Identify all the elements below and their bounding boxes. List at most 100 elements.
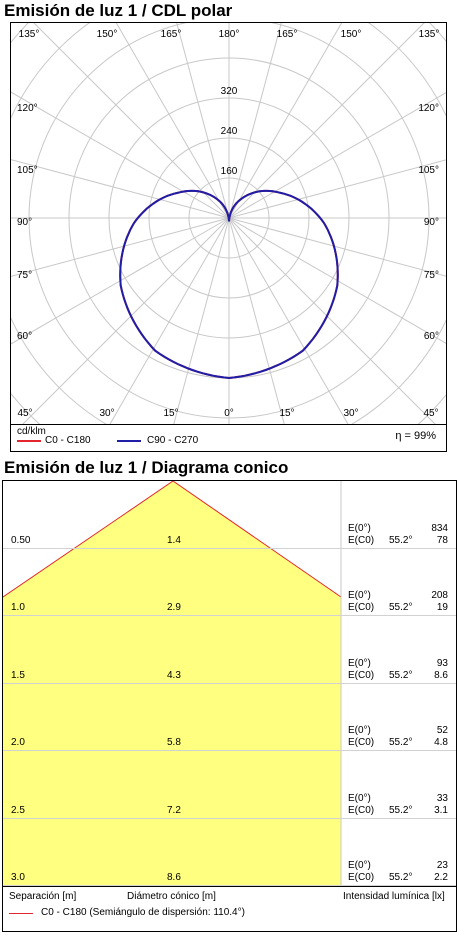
cone-ec0-label: E(C0) bbox=[348, 805, 375, 816]
polar-grid-spoke bbox=[11, 217, 230, 345]
cone-e0-value: 93 bbox=[436, 658, 448, 669]
polar-grid-spoke bbox=[228, 217, 446, 277]
cone-separation-value: 1.5 bbox=[11, 670, 25, 681]
legend-line-c0 bbox=[17, 440, 41, 442]
cone-angle-value: 55.2° bbox=[389, 872, 413, 883]
polar-angle-label: 165° bbox=[277, 29, 298, 40]
polar-unit-label: cd/klm bbox=[17, 426, 46, 437]
polar-radial-tick: 160 bbox=[221, 166, 238, 177]
polar-grid-spoke bbox=[228, 217, 285, 425]
polar-angle-label: 60° bbox=[17, 331, 32, 342]
polar-grid-spoke bbox=[228, 217, 446, 344]
polar-angle-label: 75° bbox=[424, 270, 439, 281]
polar-title: Emisión de luz 1 / CDL polar bbox=[4, 1, 233, 20]
polar-efficiency: η = 99% bbox=[395, 430, 436, 442]
polar-angle-label: 165° bbox=[161, 29, 182, 40]
polar-angle-label: 180° bbox=[219, 29, 240, 40]
polar-grid-spoke bbox=[21, 217, 230, 425]
polar-grid-spoke bbox=[33, 23, 230, 219]
cone-separation-value: 2.5 bbox=[11, 805, 25, 816]
cone-e0-label: E(0°) bbox=[348, 523, 371, 534]
polar-radial-tick: 240 bbox=[221, 126, 238, 137]
cone-ec0-label: E(C0) bbox=[348, 670, 375, 681]
polar-grid-spoke bbox=[228, 23, 343, 219]
polar-angle-label: 45° bbox=[17, 408, 32, 419]
polar-grid-spoke bbox=[228, 217, 350, 425]
col-intensity-label: Intensidad lumínica [lx] bbox=[343, 891, 445, 902]
polar-angle-label: 30° bbox=[343, 408, 358, 419]
polar-angle-label: 90° bbox=[424, 217, 439, 228]
polar-angle-label: 30° bbox=[99, 408, 114, 419]
cone-title: Emisión de luz 1 / Diagrama conico bbox=[4, 458, 289, 477]
polar-grid-spoke bbox=[176, 23, 230, 219]
cone-angle-value: 55.2° bbox=[389, 737, 413, 748]
legend-label-c0: C0 - C180 bbox=[45, 435, 91, 446]
polar-angle-label: 120° bbox=[418, 103, 439, 114]
cone-edge-left bbox=[3, 481, 174, 598]
cone-legend-line bbox=[9, 913, 33, 914]
polar-grid-spoke bbox=[108, 217, 230, 425]
cone-e0-value: 33 bbox=[436, 793, 448, 804]
cone-separation-value: 0.50 bbox=[11, 535, 31, 546]
cone-angle-value: 55.2° bbox=[389, 535, 413, 546]
polar-angle-label: 0° bbox=[224, 408, 234, 419]
col-diameter-label: Diámetro cónico [m] bbox=[127, 891, 216, 902]
cone-ec0-value: 8.6 bbox=[434, 670, 448, 681]
polar-grid-spoke bbox=[11, 159, 230, 219]
cone-ec0-value: 4.8 bbox=[434, 737, 448, 748]
polar-grid-spoke bbox=[228, 92, 446, 219]
polar-angle-label: 150° bbox=[97, 29, 118, 40]
polar-legend: cd/klm C0 - C180 C90 - C270 η = 99% bbox=[11, 424, 446, 451]
cone-edge-right bbox=[172, 481, 342, 598]
polar-grid-spoke bbox=[228, 23, 282, 219]
polar-angle-label: 15° bbox=[279, 408, 294, 419]
polar-radial-tick: 320 bbox=[221, 86, 238, 97]
cone-e0-value: 208 bbox=[431, 590, 448, 601]
polar-angle-label: 150° bbox=[341, 29, 362, 40]
polar-angle-label: 105° bbox=[17, 165, 38, 176]
series-line-c90 bbox=[119, 189, 339, 380]
cone-diameter-value: 7.2 bbox=[167, 805, 181, 816]
cone-ec0-value: 3.1 bbox=[434, 805, 448, 816]
cone-ec0-label: E(C0) bbox=[348, 872, 375, 883]
polar-grid-spoke bbox=[11, 91, 230, 219]
cone-e0-value: 834 bbox=[431, 523, 448, 534]
polar-angle-label: 60° bbox=[424, 331, 439, 342]
cone-separation-value: 2.0 bbox=[11, 737, 25, 748]
cone-ec0-value: 78 bbox=[436, 535, 448, 546]
cone-angle-value: 55.2° bbox=[389, 670, 413, 681]
cone-e0-label: E(0°) bbox=[348, 590, 371, 601]
cone-diameter-value: 1.4 bbox=[167, 535, 181, 546]
polar-angle-label: 105° bbox=[418, 165, 439, 176]
polar-grid-spoke bbox=[228, 217, 437, 425]
polar-angle-label: 15° bbox=[163, 408, 178, 419]
cone-e0-label: E(0°) bbox=[348, 793, 371, 804]
cone-e0-label: E(0°) bbox=[348, 658, 371, 669]
cone-diameter-value: 2.9 bbox=[167, 602, 181, 613]
cone-ec0-label: E(C0) bbox=[348, 602, 375, 613]
cone-footer: Separación [m] Diámetro cónico [m] Inten… bbox=[3, 886, 456, 932]
polar-grid-spoke bbox=[115, 23, 230, 219]
cone-ec0-value: 19 bbox=[436, 602, 448, 613]
cone-angle-value: 55.2° bbox=[389, 805, 413, 816]
legend-line-c90 bbox=[117, 440, 141, 442]
cone-ec0-value: 2.2 bbox=[434, 872, 448, 883]
polar-angle-label: 90° bbox=[17, 217, 32, 228]
polar-chart-svg: 160 240 320 135° 150° 165° 180° 165° 150° 135° 120… bbox=[11, 23, 446, 425]
cone-diameter-value: 4.3 bbox=[167, 670, 181, 681]
cone-e0-value: 52 bbox=[436, 725, 448, 736]
cone-legend-label: C0 - C180 (Semiángulo de dispersión: 110… bbox=[41, 907, 245, 918]
polar-grid-spoke bbox=[173, 217, 230, 425]
polar-angle-label: 75° bbox=[17, 270, 32, 281]
cone-separation-value: 1.0 bbox=[11, 602, 25, 613]
polar-angle-label: 135° bbox=[19, 29, 40, 40]
polar-angle-label: 45° bbox=[423, 408, 438, 419]
polar-angle-label: 135° bbox=[419, 29, 440, 40]
cone-separation-value: 3.0 bbox=[11, 872, 25, 883]
cone-ec0-label: E(C0) bbox=[348, 737, 375, 748]
col-separation-label: Separación [m] bbox=[9, 891, 77, 902]
polar-angle-label: 120° bbox=[17, 103, 38, 114]
polar-grid-spoke bbox=[228, 159, 446, 219]
cone-e0-label: E(0°) bbox=[348, 725, 371, 736]
cone-e0-label: E(0°) bbox=[348, 860, 371, 871]
